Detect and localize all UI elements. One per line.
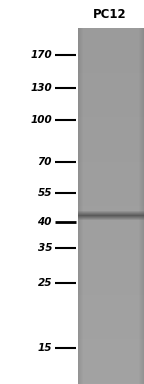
Text: 70: 70 — [37, 157, 52, 167]
Text: 55: 55 — [37, 188, 52, 198]
Text: PC12: PC12 — [93, 8, 127, 20]
Text: 130: 130 — [30, 83, 52, 93]
Text: 100: 100 — [30, 115, 52, 125]
Text: 15: 15 — [37, 343, 52, 353]
Text: 35: 35 — [37, 243, 52, 253]
Text: 40: 40 — [37, 217, 52, 227]
Text: 170: 170 — [30, 50, 52, 60]
Text: 25: 25 — [37, 278, 52, 288]
